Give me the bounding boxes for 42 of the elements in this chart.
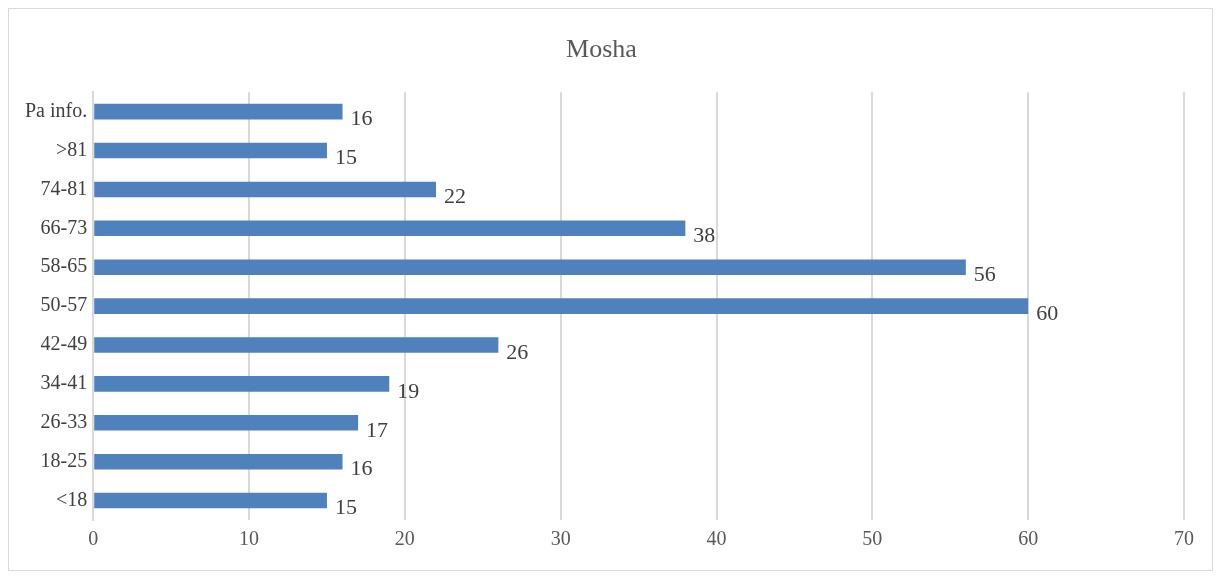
- data-label: 22: [444, 183, 467, 209]
- bar: [94, 142, 327, 159]
- x-tick-label: 20: [394, 527, 415, 550]
- y-tick-label: 18-25: [40, 448, 88, 471]
- data-label: 56: [973, 260, 996, 286]
- bar: [94, 181, 437, 198]
- x-tick-label: 10: [239, 527, 260, 550]
- data-label: 15: [334, 494, 357, 520]
- data-label: 17: [366, 416, 389, 442]
- y-tick-label: 66-73: [40, 215, 88, 238]
- x-tick-label: 50: [862, 527, 883, 550]
- x-tick-label: 0: [88, 527, 99, 550]
- data-label: 16: [350, 455, 373, 481]
- y-tick-label: 74-81: [40, 176, 88, 199]
- y-tick-label: 50-57: [40, 293, 88, 316]
- y-tick-label: >81: [55, 137, 88, 160]
- bar: [94, 103, 343, 120]
- bar: [94, 298, 1029, 314]
- data-label: 15: [334, 144, 357, 170]
- y-tick-label: 42-49: [40, 332, 88, 355]
- data-label: 16: [350, 105, 373, 131]
- x-tick-label: 70: [1174, 527, 1194, 550]
- bar: [94, 376, 390, 392]
- y-tick-label: <18: [55, 487, 88, 510]
- bar: [94, 453, 343, 470]
- bar: [94, 337, 499, 353]
- y-tick-label: 58-65: [40, 254, 88, 277]
- data-label: 60: [1036, 299, 1059, 325]
- data-label: 38: [693, 222, 716, 248]
- bar: [94, 259, 966, 275]
- bar: [94, 220, 686, 237]
- y-tick-label: Pa info.: [25, 98, 88, 121]
- data-label: 26: [506, 338, 529, 364]
- chart-title: Mosha: [566, 34, 638, 64]
- x-tick-label: 30: [550, 527, 571, 550]
- data-label: 19: [397, 377, 420, 403]
- x-tick-label: 60: [1018, 527, 1039, 550]
- bar: [94, 492, 327, 509]
- y-tick-label: 34-41: [40, 371, 88, 394]
- x-tick-label: 40: [706, 527, 727, 550]
- y-tick-label: 26-33: [40, 410, 88, 433]
- bar: [94, 415, 359, 431]
